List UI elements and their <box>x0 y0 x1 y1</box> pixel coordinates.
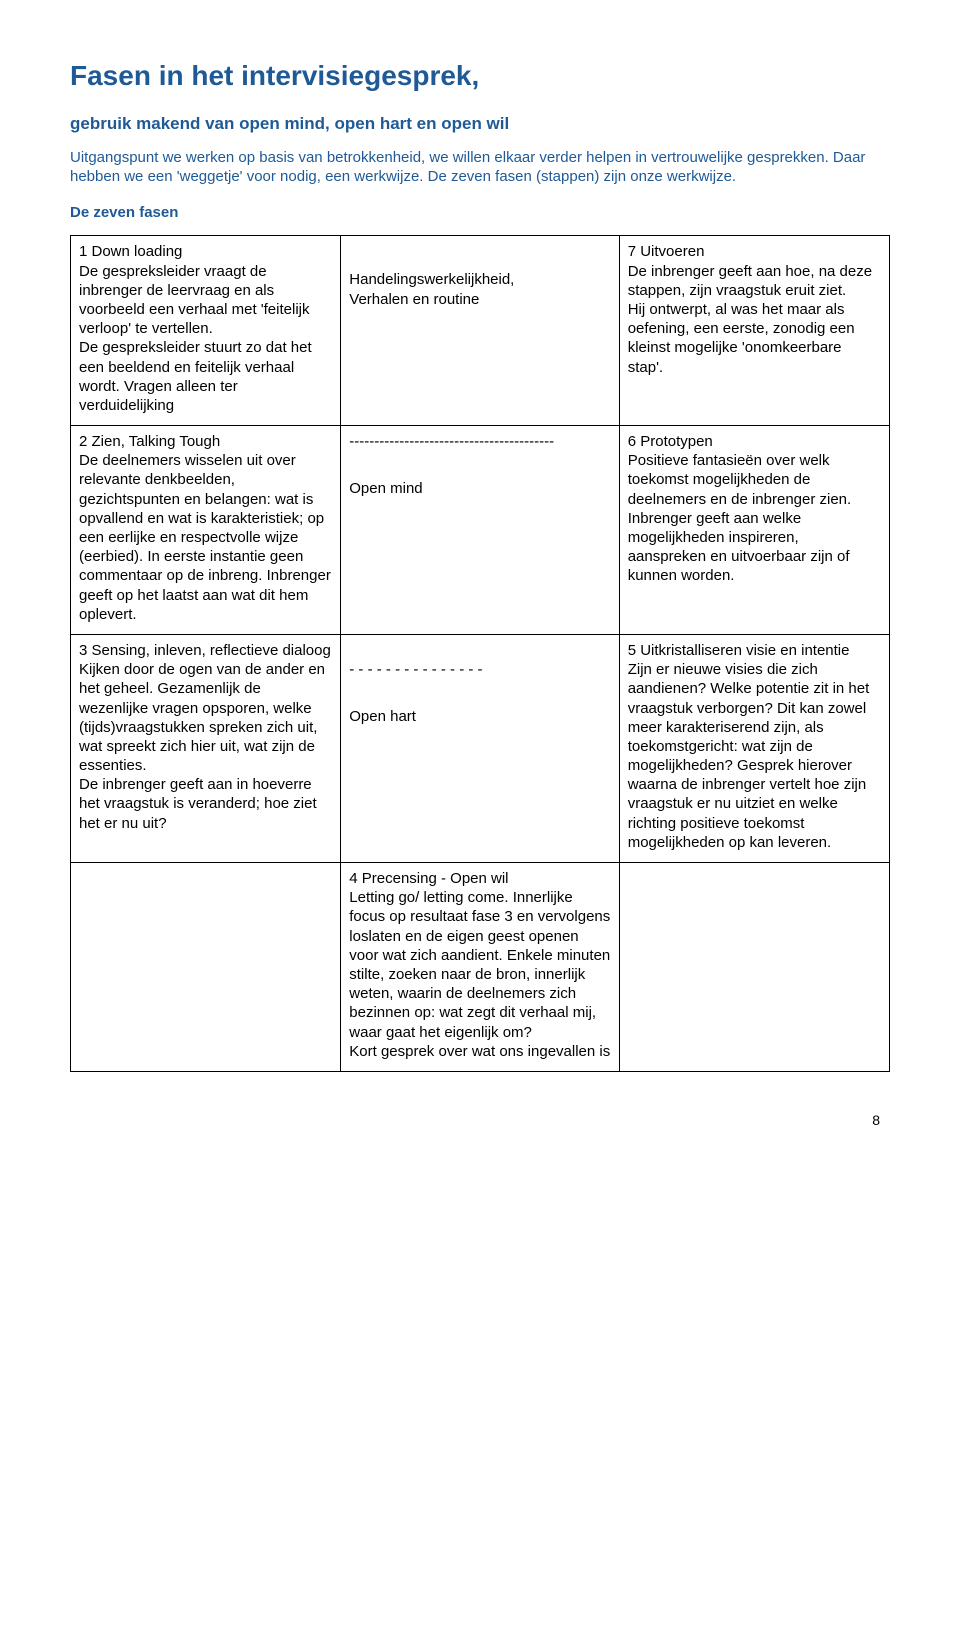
cell-middle-1: Handelingswerkelijkheid, Verhalen en rou… <box>341 236 619 426</box>
cell-middle-2: ----------------------------------------… <box>341 426 619 635</box>
cell-phase-3: 3 Sensing, inleven, reflectieve dialoogK… <box>71 634 341 862</box>
table-row: 3 Sensing, inleven, reflectieve dialoogK… <box>71 634 890 862</box>
cell-phase-7: 7 UitvoerenDe inbrenger geeft aan hoe, n… <box>619 236 889 426</box>
intro-paragraph: Uitgangspunt we werken op basis van betr… <box>70 148 890 186</box>
divider-dashes: ----------------------------------------… <box>349 433 554 450</box>
cell-phase-4: 4 Precensing - Open wilLetting go/ letti… <box>341 863 619 1072</box>
cell-middle-3: - - - - - - - - - - - - - - - Open hart <box>341 634 619 862</box>
page-title: Fasen in het intervisiegesprek, <box>70 60 890 92</box>
cell-empty-left <box>71 863 341 1072</box>
open-hart-label: Open hart <box>349 707 610 726</box>
open-mind-label: Open mind <box>349 479 610 498</box>
cell-phase-1: 1 Down loadingDe gespreksleider vraagt d… <box>71 236 341 426</box>
mid-label: Handelingswerkelijkheid, <box>349 271 514 288</box>
section-label: De zeven fasen <box>70 204 890 221</box>
cell-phase-2: 2 Zien, Talking ToughDe deelnemers wisse… <box>71 426 341 635</box>
mid-label: Verhalen en routine <box>349 291 479 308</box>
table-row: 4 Precensing - Open wilLetting go/ letti… <box>71 863 890 1072</box>
table-row: 2 Zien, Talking ToughDe deelnemers wisse… <box>71 426 890 635</box>
cell-phase-5: 5 Uitkristalliseren visie en intentieZij… <box>619 634 889 862</box>
page-number: 8 <box>70 1112 890 1128</box>
phases-table: 1 Down loadingDe gespreksleider vraagt d… <box>70 235 890 1072</box>
cell-empty-right <box>619 863 889 1072</box>
divider-dashes: - - - - - - - - - - - - - - - <box>349 661 482 678</box>
table-row: 1 Down loadingDe gespreksleider vraagt d… <box>71 236 890 426</box>
page-subtitle: gebruik makend van open mind, open hart … <box>70 114 890 134</box>
cell-phase-6: 6 PrototypenPositieve fantasieën over we… <box>619 426 889 635</box>
